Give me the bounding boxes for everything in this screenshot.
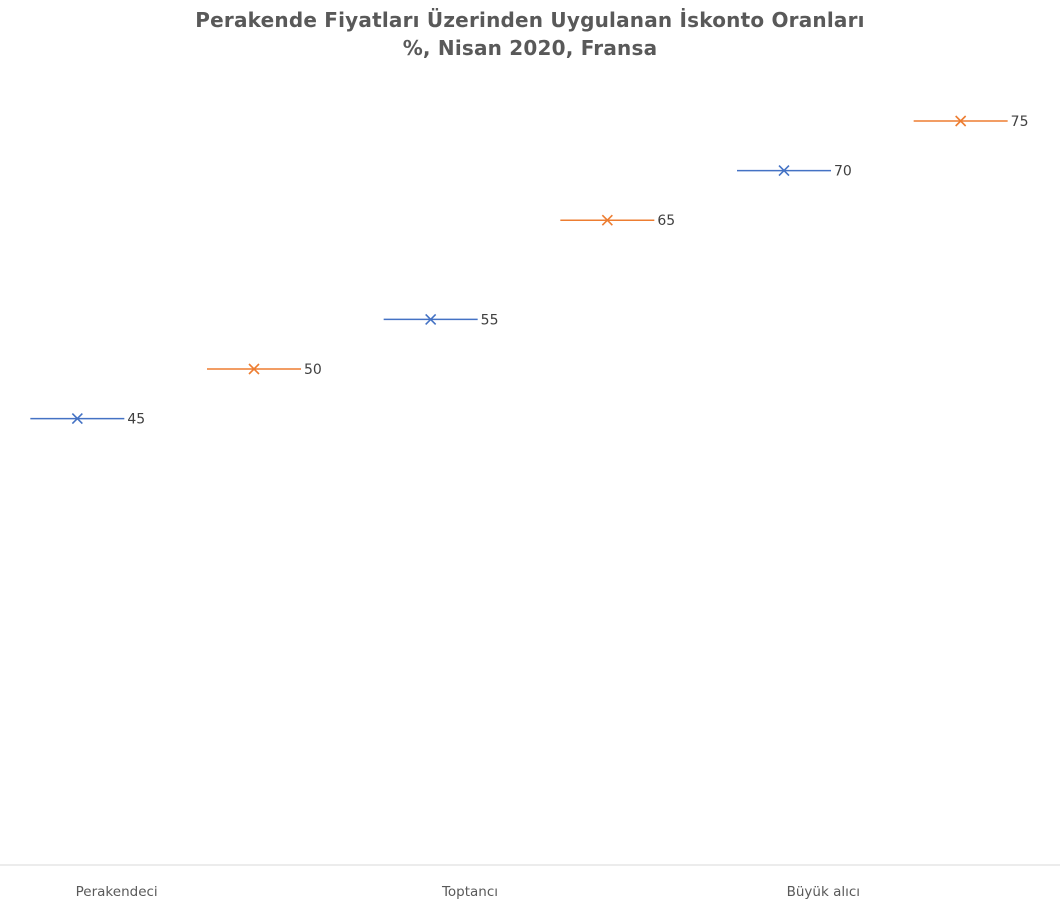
x-marker-stroke [778, 165, 790, 177]
data-label: 65 [657, 213, 675, 229]
x-marker-stroke [425, 313, 437, 325]
data-point-s1-Perakendeci: 45 [30, 412, 145, 428]
data-label: 55 [481, 312, 499, 328]
data-label: 75 [1011, 114, 1029, 130]
chart-subtitle: %, Nisan 2020, Fransa [402, 36, 658, 60]
chart-title: Perakende Fiyatları Üzerinden Uygulanan … [195, 8, 865, 32]
x-tick-label: Toptancı [441, 884, 498, 900]
data-point-s2-Perakendeci: 50 [207, 362, 322, 378]
data-label: 70 [834, 164, 852, 180]
data-label: 45 [127, 412, 145, 428]
x-marker-stroke [71, 413, 83, 425]
x-tick-label: Büyük alıcı [787, 884, 860, 900]
data-point-s1-Büyük alıcı: 70 [737, 164, 852, 180]
chart-marks: 45 55 70 50 65 75 [30, 114, 1028, 428]
data-label: 50 [304, 362, 322, 378]
data-point-s2-Toptancı: 65 [560, 213, 675, 229]
x-tick-label: Perakendeci [76, 884, 158, 900]
x-marker-stroke [601, 214, 613, 226]
chart-title-block: Perakende Fiyatları Üzerinden Uygulanan … [0, 6, 1060, 62]
data-point-s2-Büyük alıcı: 75 [913, 114, 1029, 130]
x-marker-stroke [248, 363, 260, 375]
x-axis-tick-labels: Perakendeci Toptancı Büyük alıcı [76, 884, 860, 900]
data-point-s1-Toptancı: 55 [383, 312, 499, 328]
x-marker-stroke [955, 115, 967, 127]
